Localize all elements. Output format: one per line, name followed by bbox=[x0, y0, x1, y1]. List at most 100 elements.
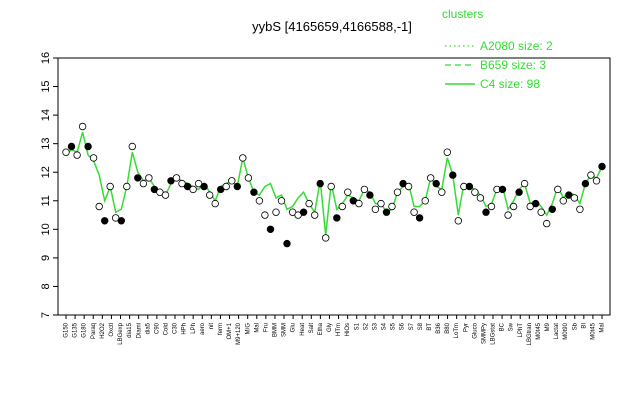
x-tick-label: G180 bbox=[82, 322, 88, 337]
x-tick-label: C30 bbox=[173, 322, 179, 334]
data-point bbox=[404, 182, 413, 191]
data-point bbox=[438, 188, 446, 196]
legend-title: clusters bbox=[442, 7, 483, 21]
x-tick-label: M0t45 bbox=[536, 322, 542, 339]
data-point bbox=[548, 205, 556, 213]
plot-frame bbox=[57, 57, 611, 316]
y-tick-label-12: 12 bbox=[40, 166, 52, 178]
x-tick-label: Etha bbox=[318, 322, 324, 335]
x-tick-label: M/G bbox=[245, 323, 251, 335]
x-tick-label: Lactat bbox=[554, 323, 560, 340]
data-point bbox=[95, 202, 103, 211]
x-tick-label: H2O2 bbox=[100, 322, 106, 338]
data-point bbox=[233, 182, 241, 191]
data-point bbox=[222, 182, 230, 191]
data-point bbox=[520, 179, 529, 188]
data-point bbox=[559, 197, 567, 205]
x-tick-label: Gluco bbox=[472, 322, 478, 338]
series-points bbox=[62, 122, 606, 248]
x-tick-label: SMMPy bbox=[481, 323, 487, 344]
x-tick-label: C90 bbox=[154, 322, 160, 334]
data-point bbox=[454, 217, 462, 225]
x-tick-label: LBGexp bbox=[118, 322, 124, 344]
data-point bbox=[554, 185, 562, 194]
data-point bbox=[228, 177, 236, 185]
x-tick-label: nit bbox=[209, 323, 215, 330]
x-tick-label: SMM bbox=[282, 323, 288, 337]
x-tick-label: Sw bbox=[509, 322, 515, 331]
data-point bbox=[145, 174, 153, 182]
data-point bbox=[427, 174, 435, 182]
x-tick-label: S7 bbox=[409, 322, 415, 330]
data-point bbox=[78, 122, 87, 131]
data-point bbox=[338, 202, 346, 211]
data-point bbox=[443, 148, 451, 156]
data-point bbox=[598, 162, 606, 171]
data-point bbox=[576, 205, 584, 213]
data-point bbox=[355, 199, 363, 208]
x-tick-label: BT bbox=[427, 323, 433, 331]
data-point bbox=[393, 188, 402, 196]
data-point bbox=[432, 179, 440, 188]
x-tick-label: BMM bbox=[273, 323, 279, 337]
data-point bbox=[476, 194, 485, 202]
x-tick-label: G150 bbox=[64, 322, 70, 337]
data-point bbox=[388, 202, 396, 211]
x-tick-label: BI bbox=[581, 323, 587, 329]
data-point bbox=[316, 179, 324, 188]
x-tick-label: Fru bbox=[263, 323, 269, 332]
y-tick-label-15: 15 bbox=[40, 80, 52, 92]
data-point bbox=[482, 208, 490, 216]
y-axis: 7 8 9 10 11 12 13 14 15 16 bbox=[40, 52, 58, 318]
x-tick-label: Oxctl bbox=[109, 323, 115, 337]
x-tick-label: S6 bbox=[400, 322, 406, 330]
x-tick-label: Pyr bbox=[463, 323, 469, 332]
data-point bbox=[465, 182, 474, 191]
x-tick-label: Diami bbox=[136, 323, 142, 338]
x-tick-label: Paraq bbox=[91, 323, 97, 339]
data-point bbox=[100, 217, 109, 225]
legend-entry-b659: B659 size: 3 bbox=[480, 58, 546, 72]
x-tick-label: LPhT bbox=[518, 323, 524, 338]
x-tick-label: Heat bbox=[300, 323, 306, 336]
data-point bbox=[305, 199, 313, 208]
x-tick-label: LoTm bbox=[454, 323, 460, 338]
legend-entry-a2080: A2080 size: 2 bbox=[480, 39, 553, 53]
x-tick-label: BC bbox=[500, 322, 506, 331]
data-point bbox=[377, 199, 385, 208]
y-tick-label-13: 13 bbox=[40, 138, 52, 150]
data-point bbox=[532, 199, 540, 208]
data-point bbox=[255, 197, 264, 205]
data-point bbox=[134, 174, 142, 182]
chart-title: yybS [4165659,4166588,-1] bbox=[252, 19, 412, 34]
data-point bbox=[172, 174, 181, 182]
x-tick-label: Mal bbox=[600, 323, 606, 333]
x-tick-label: S2 bbox=[363, 322, 369, 330]
data-point bbox=[189, 185, 197, 194]
data-point bbox=[504, 211, 512, 219]
x-tick-label: S3 bbox=[372, 322, 378, 330]
data-point bbox=[471, 188, 479, 196]
data-point bbox=[487, 202, 496, 211]
data-point bbox=[244, 174, 253, 182]
legend-entry-c4: C4 size: 98 bbox=[480, 77, 540, 91]
data-point bbox=[89, 154, 98, 162]
data-point bbox=[498, 185, 507, 194]
x-tick-label: S1 bbox=[354, 322, 360, 330]
data-point bbox=[415, 214, 424, 222]
data-point bbox=[205, 191, 214, 199]
x-tick-label: B80 bbox=[445, 322, 451, 333]
data-point bbox=[537, 208, 545, 216]
data-point bbox=[156, 188, 164, 196]
y-tick-label-7: 7 bbox=[40, 312, 52, 318]
data-point bbox=[570, 194, 579, 202]
data-point bbox=[344, 188, 352, 196]
x-tick-label: LPh bbox=[191, 323, 197, 334]
x-tick-label: M9+120 bbox=[236, 322, 242, 345]
x-axis: G150 G135 G180 Paraq H2O2 Oxctl LBGexp dia15 Dia… bbox=[64, 315, 606, 345]
data-point bbox=[161, 191, 170, 199]
data-point bbox=[581, 179, 590, 188]
data-point bbox=[327, 182, 335, 191]
x-tick-label: M0t45 bbox=[590, 322, 596, 339]
